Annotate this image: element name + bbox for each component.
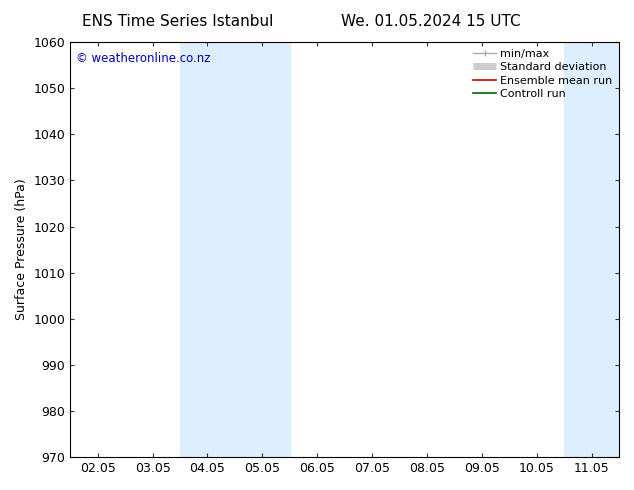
Text: © weatheronline.co.nz: © weatheronline.co.nz xyxy=(76,52,210,66)
Bar xyxy=(180,42,290,457)
Text: ENS Time Series Istanbul: ENS Time Series Istanbul xyxy=(82,14,273,29)
Bar xyxy=(564,42,634,457)
Y-axis label: Surface Pressure (hPa): Surface Pressure (hPa) xyxy=(15,179,28,320)
Legend: min/max, Standard deviation, Ensemble mean run, Controll run: min/max, Standard deviation, Ensemble me… xyxy=(470,46,616,102)
Text: We. 01.05.2024 15 UTC: We. 01.05.2024 15 UTC xyxy=(341,14,521,29)
